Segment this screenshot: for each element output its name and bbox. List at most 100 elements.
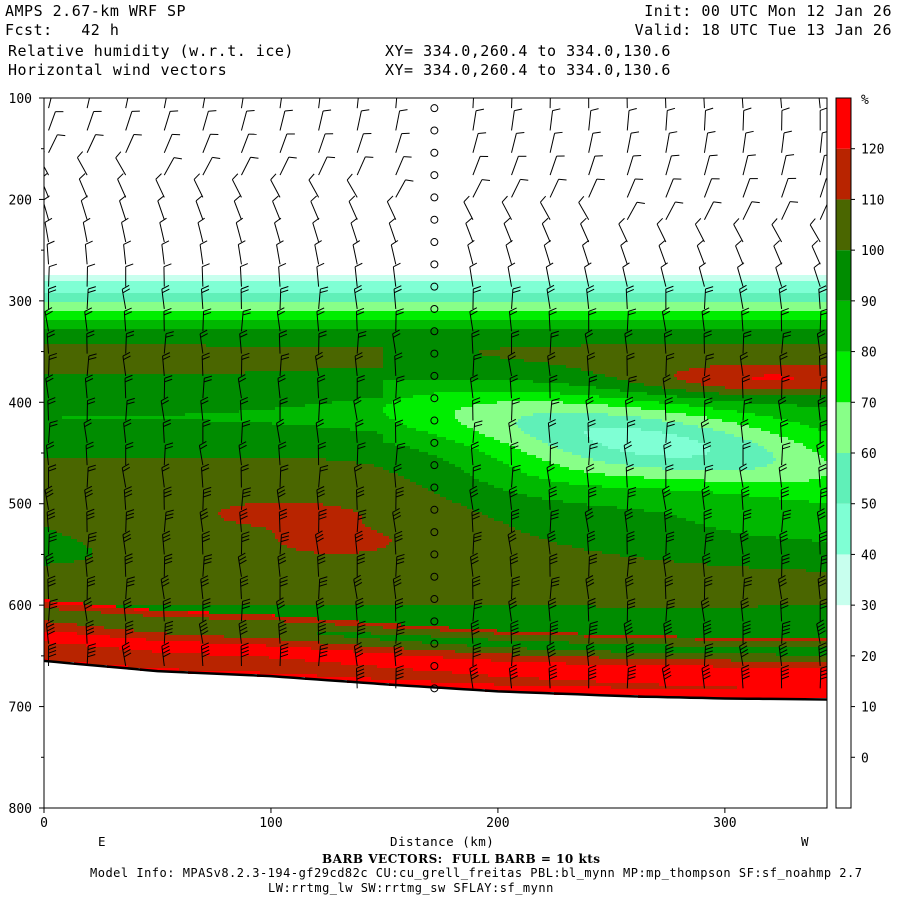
wind-barb-flag	[551, 580, 560, 584]
wind-barb-flag	[277, 307, 285, 312]
wind-barb	[117, 178, 127, 198]
wind-barb-flag	[130, 87, 138, 88]
wind-barb-flag	[552, 108, 561, 112]
wind-barb-flag	[279, 333, 288, 338]
wind-barb-flag	[87, 397, 96, 402]
wind-barb-flag	[280, 464, 289, 468]
wind-barb-flag	[550, 627, 559, 632]
wind-barb	[703, 110, 706, 131]
wind-barb-flag	[470, 667, 478, 673]
wind-barb-flag	[57, 134, 66, 137]
wind-barb-flag	[357, 442, 366, 446]
wind-barb-flag	[163, 493, 172, 498]
wind-barb-flag	[547, 466, 555, 472]
wind-barb-flag	[119, 195, 127, 202]
wind-barb-flag	[164, 560, 173, 565]
wind-barb-flag	[747, 154, 756, 157]
wind-barb-flag	[472, 515, 480, 520]
wind-barb-flag	[240, 646, 249, 651]
wind-barb-flag	[319, 583, 328, 587]
wind-barb-flag	[318, 330, 327, 335]
wind-barb-flag	[469, 307, 478, 312]
wind-barb-flag	[702, 374, 711, 379]
wind-barb-flag	[164, 553, 173, 558]
wind-barb-flag	[550, 334, 559, 338]
wind-barb-flag	[123, 597, 132, 602]
wind-barb-flag	[47, 400, 56, 405]
wind-barb	[44, 184, 50, 198]
wind-barb-flag	[550, 445, 559, 450]
wind-barb-flag	[740, 530, 748, 536]
wind-barb	[811, 245, 821, 265]
wind-barb-flag	[240, 630, 248, 635]
colorbar-label: 40	[861, 548, 877, 563]
wind-barb-flag	[162, 649, 171, 654]
wind-barb-flag	[88, 535, 97, 539]
wind-barb-flag	[626, 538, 635, 543]
wind-barb	[125, 333, 127, 354]
wind-barb-flag	[592, 131, 601, 134]
wind-barb-flag	[587, 537, 596, 543]
wind-barb-flag	[241, 356, 250, 360]
wind-barb-flag	[623, 441, 632, 446]
wind-barb-flag	[743, 512, 752, 517]
wind-barb-flag	[163, 601, 171, 606]
wind-barb-flag	[80, 195, 88, 201]
wind-barb-flag	[238, 240, 246, 246]
wind-barb-flag	[163, 597, 171, 602]
wind-barb	[279, 467, 282, 488]
y-tick-label: 200	[9, 193, 32, 208]
wind-barb-flag	[355, 601, 364, 606]
wind-barb-flag	[88, 643, 96, 647]
wind-barb-flag	[704, 397, 713, 402]
wind-barb-flag	[781, 557, 790, 561]
wind-barb-flag	[471, 559, 479, 565]
wind-barb-flag	[359, 86, 367, 88]
wind-barb-flag	[87, 583, 96, 587]
wind-barb-flag	[48, 356, 57, 360]
wind-barb-flag	[246, 109, 255, 112]
wind-barb-flag	[78, 173, 86, 180]
wind-barb-flag	[626, 463, 634, 468]
wind-barb	[620, 245, 628, 265]
wind-barb	[696, 245, 705, 265]
wind-barb-flag	[202, 605, 211, 610]
wind-barb-flag	[277, 489, 286, 495]
wind-barb-flag	[85, 493, 93, 498]
wind-barb	[665, 178, 674, 198]
wind-barb-flag	[588, 490, 597, 494]
wind-barb-flag	[243, 487, 252, 491]
wind-barb-flag	[514, 108, 523, 112]
wind-barb	[472, 133, 479, 153]
wind-barb-flag	[778, 396, 786, 402]
wind-barb-flag	[817, 396, 826, 402]
wind-barb-flag	[589, 557, 598, 561]
wind-barb-flag	[317, 553, 326, 558]
wind-barb-flag	[505, 240, 513, 246]
wind-barb-flag	[742, 556, 751, 561]
wind-barb-flag	[549, 671, 558, 676]
valid-time: Valid: 18 UTC Tue 13 Jan 26	[634, 21, 892, 39]
wind-barb-flag	[662, 667, 671, 673]
wind-barb-flag	[123, 533, 131, 539]
wind-barb-flag	[509, 311, 518, 316]
wind-barb-flag	[511, 512, 520, 517]
wind-barb	[472, 156, 481, 176]
wind-barb	[240, 111, 248, 131]
wind-barb-flag	[241, 531, 250, 535]
wind-barb-flag	[589, 624, 598, 628]
wind-barb-flag	[702, 310, 710, 316]
wind-barb-flag	[396, 553, 405, 558]
wind-barb-flag	[321, 86, 329, 88]
wind-barb-flag	[155, 173, 162, 180]
wind-barb-flag	[620, 240, 628, 246]
wind-barb-flag	[703, 445, 712, 450]
wind-barb-flag	[589, 631, 598, 635]
wind-barb-flag	[549, 374, 558, 379]
wind-barb-flag	[121, 463, 130, 469]
wind-barb-flag	[589, 446, 598, 450]
wind-barb-flag	[473, 642, 482, 647]
wind-barb-flag	[319, 647, 328, 651]
wind-barb-flag	[588, 561, 597, 565]
wind-barb-flag	[587, 355, 596, 361]
